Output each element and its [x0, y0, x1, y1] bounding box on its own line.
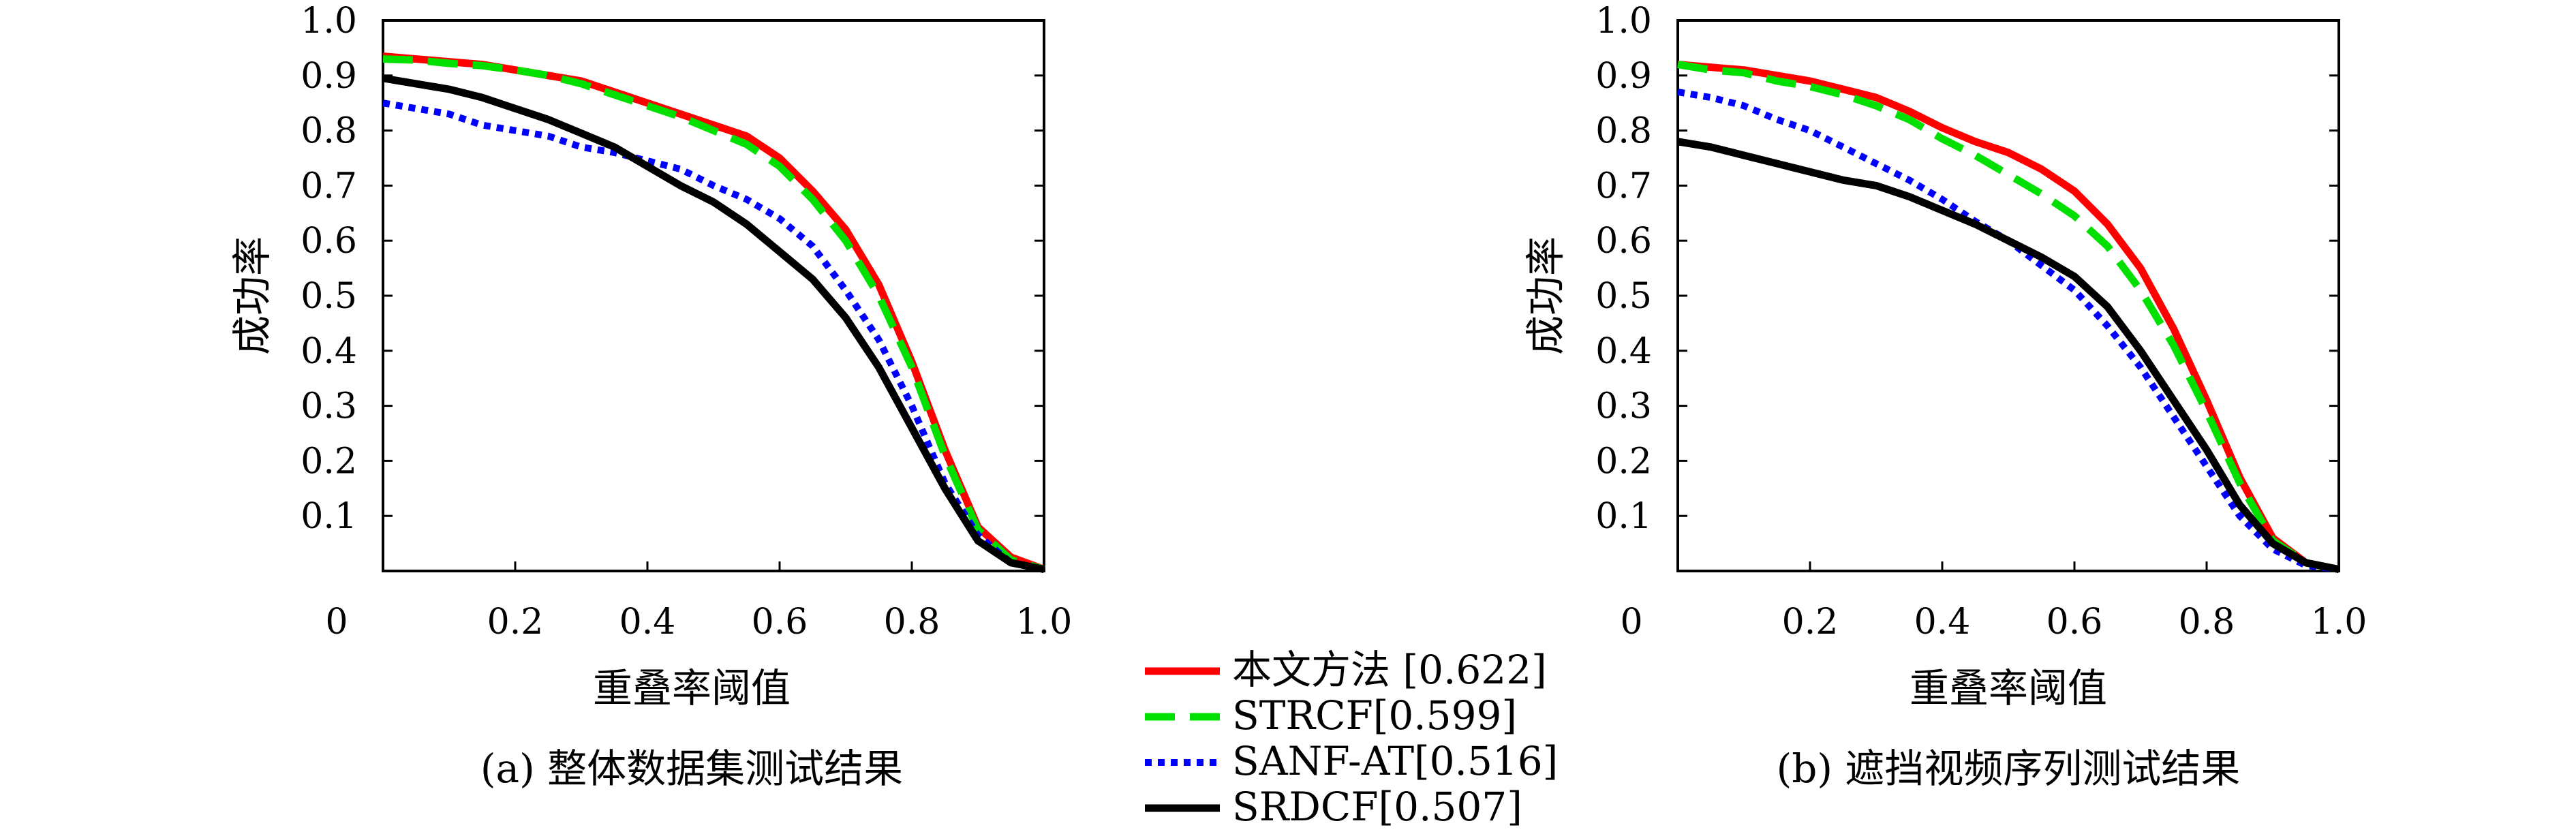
caption-a: (a) 整体数据集测试结果 — [480, 745, 903, 792]
y-tick-label: 0.8 — [301, 111, 357, 152]
chart-panel-b: 成功率 重叠率阈值 (b) 遮挡视频序列测试结果 1.0 0.9 0.8 0.7 0.6… — [1522, 1, 2367, 792]
series-line-srdcf-b — [1677, 138, 2340, 573]
x-tick-label: 0.6 — [752, 602, 808, 643]
x-tick-label: 0.8 — [2179, 602, 2235, 643]
legend-label-sanf-at: SANF-AT[0.516] — [1232, 738, 1558, 784]
x-axis-title-a: 重叠率阈值 — [593, 665, 791, 711]
caption-b: (b) 遮挡视频序列测试结果 — [1777, 745, 2241, 792]
series-line-srdcf-a — [382, 74, 1045, 573]
y-tick-label: 0.9 — [301, 56, 357, 97]
chart-panel-a: 成功率 重叠率阈值 (a) 整体数据集测试结果 1.0 0.9 0.8 0.7 0.6 0… — [229, 1, 1072, 792]
legend-label-strcf: STRCF[0.599] — [1232, 692, 1517, 739]
x-tick-label: 0 — [1620, 602, 1642, 643]
x-tick-label: 0.2 — [1782, 602, 1839, 643]
y-tick-label: 0.8 — [1595, 111, 1652, 152]
y-tick-label: 0.4 — [1595, 331, 1652, 372]
legend-label-proposed: 本文方法 [0.622] — [1232, 647, 1547, 693]
y-tick-label: 0.6 — [301, 221, 357, 262]
x-tick-label: 0.4 — [1914, 602, 1971, 643]
y-tick-label: 0.7 — [1595, 166, 1652, 206]
y-tick-label: 1.0 — [301, 1, 357, 42]
y-tick-label: 0.3 — [301, 386, 357, 427]
series-line-sanf-at-a — [382, 99, 1045, 573]
series-line-proposed-b — [1677, 61, 2340, 573]
x-tick-label: 0.2 — [487, 602, 544, 643]
x-tick-label: 0.8 — [884, 602, 940, 643]
plot-frame-b — [1676, 19, 2340, 572]
series-line-strcf-b — [1677, 61, 2340, 573]
y-tick-label: 0.4 — [301, 331, 357, 372]
y-tick-label: 0.1 — [301, 496, 357, 537]
y-tick-label: 0.5 — [1595, 276, 1652, 317]
x-tick-label: 1.0 — [1016, 602, 1073, 643]
x-axis-title-b: 重叠率阈值 — [1910, 665, 2107, 711]
y-tick-label: 0.9 — [1595, 56, 1652, 97]
y-tick-label: 0.7 — [301, 166, 357, 206]
x-tick-label: 0.4 — [619, 602, 676, 643]
y-tick-label: 0.2 — [1595, 441, 1652, 482]
legend: 本文方法 [0.622] STRCF[0.599] SANF-AT[0.516]… — [1145, 647, 1558, 830]
y-axis-title-b: 成功率 — [1522, 236, 1569, 355]
y-tick-label: 0.3 — [1595, 386, 1652, 427]
series-line-strcf-a — [382, 55, 1045, 573]
y-tick-label: 0.5 — [301, 276, 357, 317]
y-tick-label: 0.6 — [1595, 221, 1652, 262]
x-tick-label: 0.6 — [2046, 602, 2103, 643]
x-tick-label: 0 — [325, 602, 348, 643]
y-tick-label: 0.2 — [301, 441, 357, 482]
legend-label-srdcf: SRDCF[0.507] — [1232, 784, 1522, 830]
y-tick-label: 0.1 — [1595, 496, 1652, 537]
y-tick-label: 1.0 — [1595, 1, 1652, 42]
y-axis-title-a: 成功率 — [229, 236, 275, 355]
x-tick-label: 1.0 — [2311, 602, 2367, 643]
